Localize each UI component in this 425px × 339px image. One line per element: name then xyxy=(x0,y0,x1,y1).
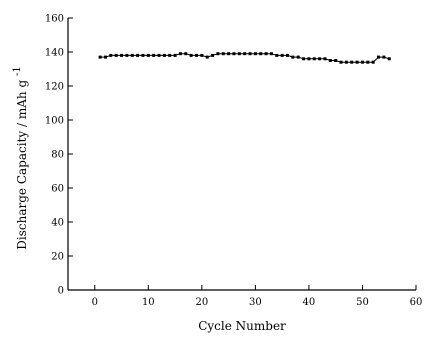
x-tick-label: 30 xyxy=(249,297,262,308)
plot-frame xyxy=(67,18,416,291)
data-point xyxy=(339,60,343,64)
data-point xyxy=(371,60,375,64)
data-point xyxy=(259,52,263,56)
y-axis-title: Discharge Capacity / mAh g -1 xyxy=(12,66,29,249)
x-tick-label: 10 xyxy=(142,297,155,308)
data-point xyxy=(205,55,209,59)
y-tick-label: 40 xyxy=(51,218,64,229)
data-point xyxy=(264,52,268,56)
y-tick-label: 140 xyxy=(45,48,64,59)
data-point xyxy=(162,53,166,57)
data-point xyxy=(211,53,215,57)
data-point xyxy=(200,53,204,57)
data-point xyxy=(98,55,102,59)
data-point xyxy=(318,57,322,61)
y-axis-title-group: Discharge Capacity / mAh g -1 xyxy=(12,66,29,249)
data-point xyxy=(189,53,193,57)
data-point xyxy=(269,52,273,56)
y-tick-label: 80 xyxy=(51,150,64,161)
data-point xyxy=(312,57,316,61)
data-point xyxy=(366,60,370,64)
x-tick-label: 20 xyxy=(195,297,208,308)
data-point xyxy=(377,55,381,59)
data-point xyxy=(125,53,129,57)
data-point xyxy=(237,52,241,56)
data-point xyxy=(168,53,172,57)
data-point xyxy=(302,57,306,61)
data-point xyxy=(184,52,188,56)
x-tick-label: 40 xyxy=(303,297,316,308)
x-axis-title: Cycle Number xyxy=(198,319,286,333)
data-point xyxy=(157,53,161,57)
data-point xyxy=(280,53,284,57)
data-point xyxy=(248,52,252,56)
data-point xyxy=(334,59,338,62)
data-point xyxy=(253,52,257,56)
data-point xyxy=(227,52,231,56)
data-point xyxy=(130,53,134,57)
data-point xyxy=(291,55,295,59)
y-axis-title-superscript: -1 xyxy=(12,66,23,76)
data-point xyxy=(387,57,391,61)
x-tick-label: 0 xyxy=(92,297,98,308)
data-point xyxy=(103,55,107,59)
data-point xyxy=(152,53,156,57)
y-tick-label: 60 xyxy=(51,184,64,195)
data-point xyxy=(114,53,118,57)
x-tick-label: 60 xyxy=(410,297,423,308)
data-point xyxy=(275,53,279,57)
data-point xyxy=(382,55,386,59)
data-point xyxy=(232,52,236,56)
data-point xyxy=(360,60,364,64)
data-point xyxy=(323,57,327,61)
data-point xyxy=(344,60,348,64)
y-tick-label: 20 xyxy=(51,252,64,263)
data-point xyxy=(173,53,177,57)
y-axis-title-text: Discharge Capacity / mAh g xyxy=(15,80,29,250)
data-point xyxy=(109,53,113,57)
data-point xyxy=(178,52,182,56)
x-ticks: 0 10 20 30 40 50 60 xyxy=(92,285,423,308)
data-point xyxy=(216,52,220,56)
data-point xyxy=(296,55,300,59)
y-tick-label: 100 xyxy=(45,116,64,127)
data-point xyxy=(136,53,140,57)
data-point xyxy=(194,53,198,57)
data-point xyxy=(120,53,124,57)
data-point xyxy=(141,53,145,57)
data-point xyxy=(221,52,225,56)
y-tick-label: 0 xyxy=(58,286,64,297)
data-point xyxy=(243,52,247,56)
series-layer xyxy=(98,52,391,64)
y-tick-label: 160 xyxy=(45,14,64,25)
y-ticks: 0 20 40 60 80 100 120 140 160 xyxy=(45,14,73,297)
data-point xyxy=(328,59,332,62)
data-point xyxy=(355,60,359,64)
y-tick-label: 120 xyxy=(45,82,64,93)
data-point xyxy=(286,53,290,57)
data-point xyxy=(307,57,311,61)
x-tick-label: 50 xyxy=(356,297,369,308)
data-point xyxy=(350,60,354,64)
data-point xyxy=(146,53,150,57)
